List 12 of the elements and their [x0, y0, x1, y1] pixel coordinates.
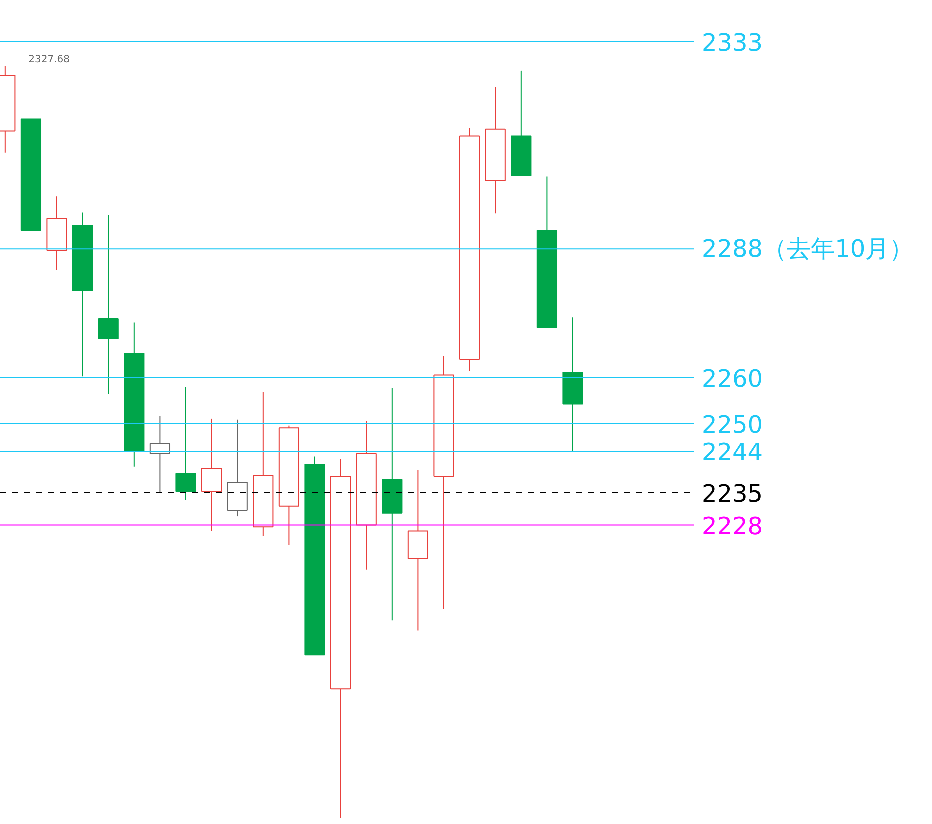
annotation: 2327.68 — [28, 54, 70, 66]
ref-line-label: 2260 — [702, 364, 764, 393]
ref-line-label: 2288（去年10月） — [702, 235, 914, 264]
candlestick — [98, 214, 119, 395]
candlestick — [176, 386, 196, 501]
ref-line-label: 2228 — [702, 512, 764, 540]
ref-line-label: 2333 — [702, 28, 764, 57]
ref-line-label: 2244 — [702, 438, 764, 467]
ref-line-label: 2235 — [702, 480, 764, 508]
candlestick — [202, 418, 222, 532]
ref-line-label: 2250 — [702, 411, 764, 440]
candlestick — [150, 416, 171, 494]
